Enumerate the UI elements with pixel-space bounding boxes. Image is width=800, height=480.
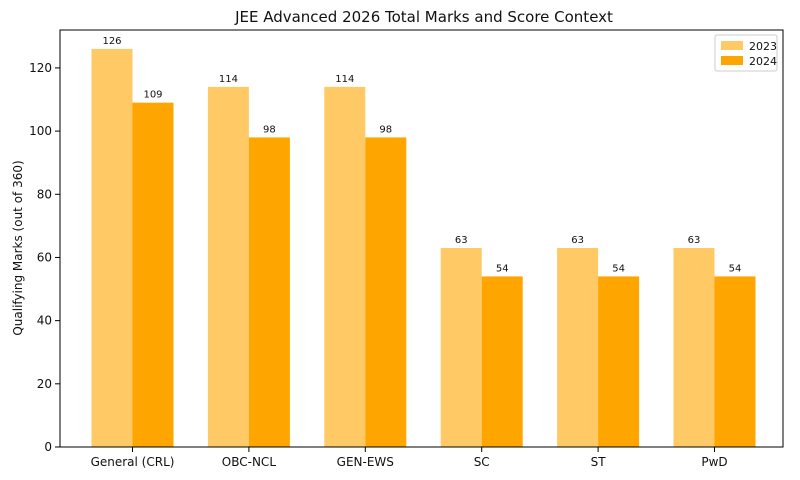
- data-label: 63: [571, 235, 584, 246]
- y-tick-label: 60: [37, 250, 52, 264]
- data-label: 54: [612, 263, 625, 274]
- bar-2024-3: [481, 276, 523, 447]
- x-tick-label: General (CRL): [91, 455, 175, 469]
- legend-label: 2024: [749, 55, 777, 68]
- x-tick-label: SC: [474, 455, 490, 469]
- bar-2024-0: [132, 102, 174, 447]
- y-tick-label: 80: [37, 187, 52, 201]
- y-axis-label: Qualifying Marks (out of 360): [11, 160, 25, 335]
- legend-swatch-2023: [721, 41, 743, 50]
- data-label: 114: [335, 74, 354, 85]
- bar-2024-1: [248, 137, 290, 447]
- bar-2023-5: [673, 247, 715, 447]
- bar-2024-4: [598, 276, 640, 447]
- y-tick-label: 40: [37, 314, 52, 328]
- plot-frame: [59, 29, 784, 448]
- x-tick-label: GEN-EWS: [337, 455, 394, 469]
- data-label: 114: [219, 74, 238, 85]
- y-tick-label: 0: [44, 440, 52, 454]
- y-tick-label: 120: [29, 61, 52, 75]
- data-label: 98: [379, 124, 392, 135]
- plot-area: 0 20 40 60 80 100 120 126 109 General (CRL) 114 98 O…: [29, 36, 756, 469]
- bar-2023-1: [207, 86, 249, 447]
- data-label: 54: [729, 263, 742, 274]
- bar-2024-5: [714, 276, 756, 447]
- bar-2023-2: [324, 86, 366, 447]
- chart-title: JEE Advanced 2026 Total Marks and Score …: [234, 8, 613, 26]
- data-label: 109: [143, 90, 162, 101]
- y-tick-label: 100: [29, 124, 52, 138]
- x-tick-label: OBC-NCL: [222, 455, 277, 469]
- bar-2023-4: [557, 247, 599, 447]
- bar-2024-2: [365, 137, 407, 447]
- data-label: 63: [688, 235, 701, 246]
- legend: 2023 2024: [714, 34, 778, 72]
- legend-swatch-2024: [721, 56, 743, 65]
- x-tick-label: ST: [591, 455, 607, 469]
- data-label: 126: [102, 36, 121, 47]
- data-label: 54: [496, 263, 509, 274]
- legend-label: 2023: [749, 40, 777, 53]
- data-label: 98: [263, 124, 276, 135]
- data-label: 63: [455, 235, 468, 246]
- bar-2023-3: [440, 247, 482, 447]
- y-tick-label: 20: [37, 377, 52, 391]
- x-tick-label: PwD: [701, 455, 727, 469]
- bar-2023-0: [91, 48, 133, 448]
